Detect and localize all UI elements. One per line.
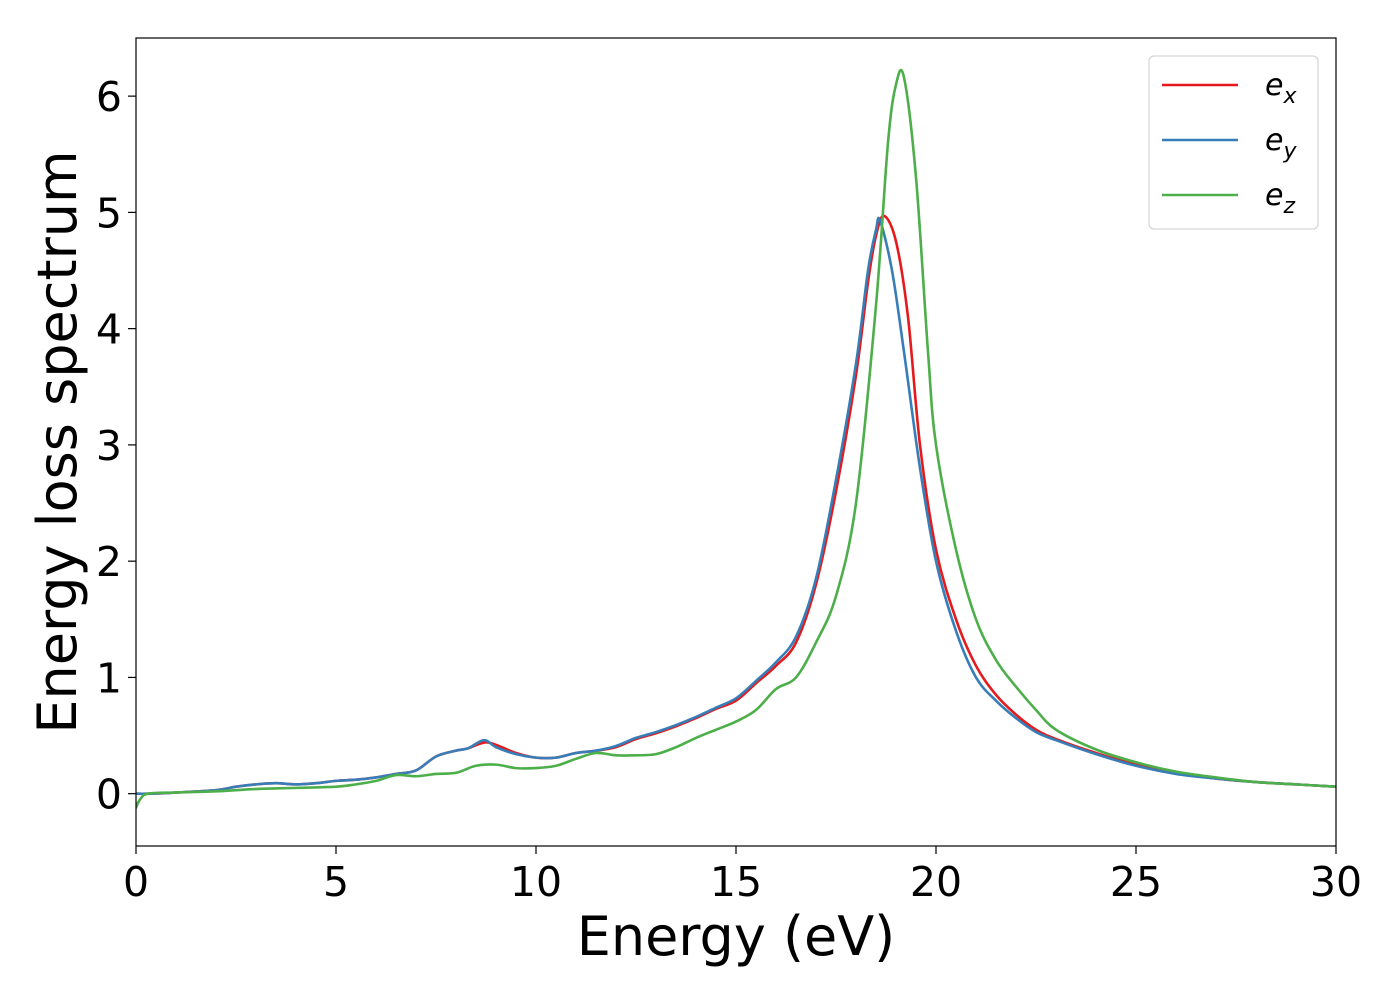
series-line-e_z xyxy=(136,68,1336,809)
y-tick-label: 2 xyxy=(96,538,122,586)
x-axis-title: Energy (eV) xyxy=(577,905,896,968)
series-layer xyxy=(136,68,1336,809)
y-axis-title: Energy loss spectrum xyxy=(26,150,89,733)
y-tick-label: 4 xyxy=(96,306,122,354)
x-tick-label: 15 xyxy=(710,858,762,906)
y-tick-label: 5 xyxy=(96,189,122,237)
x-tick-label: 10 xyxy=(510,858,562,906)
legend-label-e_z: ez xyxy=(1265,178,1295,219)
series-line-e_x xyxy=(136,214,1336,796)
y-ticks: 0 1 2 3 4 5 6 xyxy=(96,73,136,819)
x-ticks: 0 5 10 15 20 25 30 xyxy=(123,846,1362,906)
y-tick-label: 3 xyxy=(96,422,122,470)
y-tick-label: 1 xyxy=(96,654,122,702)
y-tick-label: 6 xyxy=(96,73,122,121)
y-tick-label: 0 xyxy=(96,771,122,819)
x-tick-label: 25 xyxy=(1110,858,1162,906)
series-line-e_y xyxy=(136,216,1336,796)
x-tick-label: 20 xyxy=(910,858,962,906)
x-tick-label: 5 xyxy=(323,858,349,906)
x-tick-label: 0 xyxy=(123,858,149,906)
x-tick-label: 30 xyxy=(1310,858,1362,906)
legend-box xyxy=(1148,55,1319,230)
